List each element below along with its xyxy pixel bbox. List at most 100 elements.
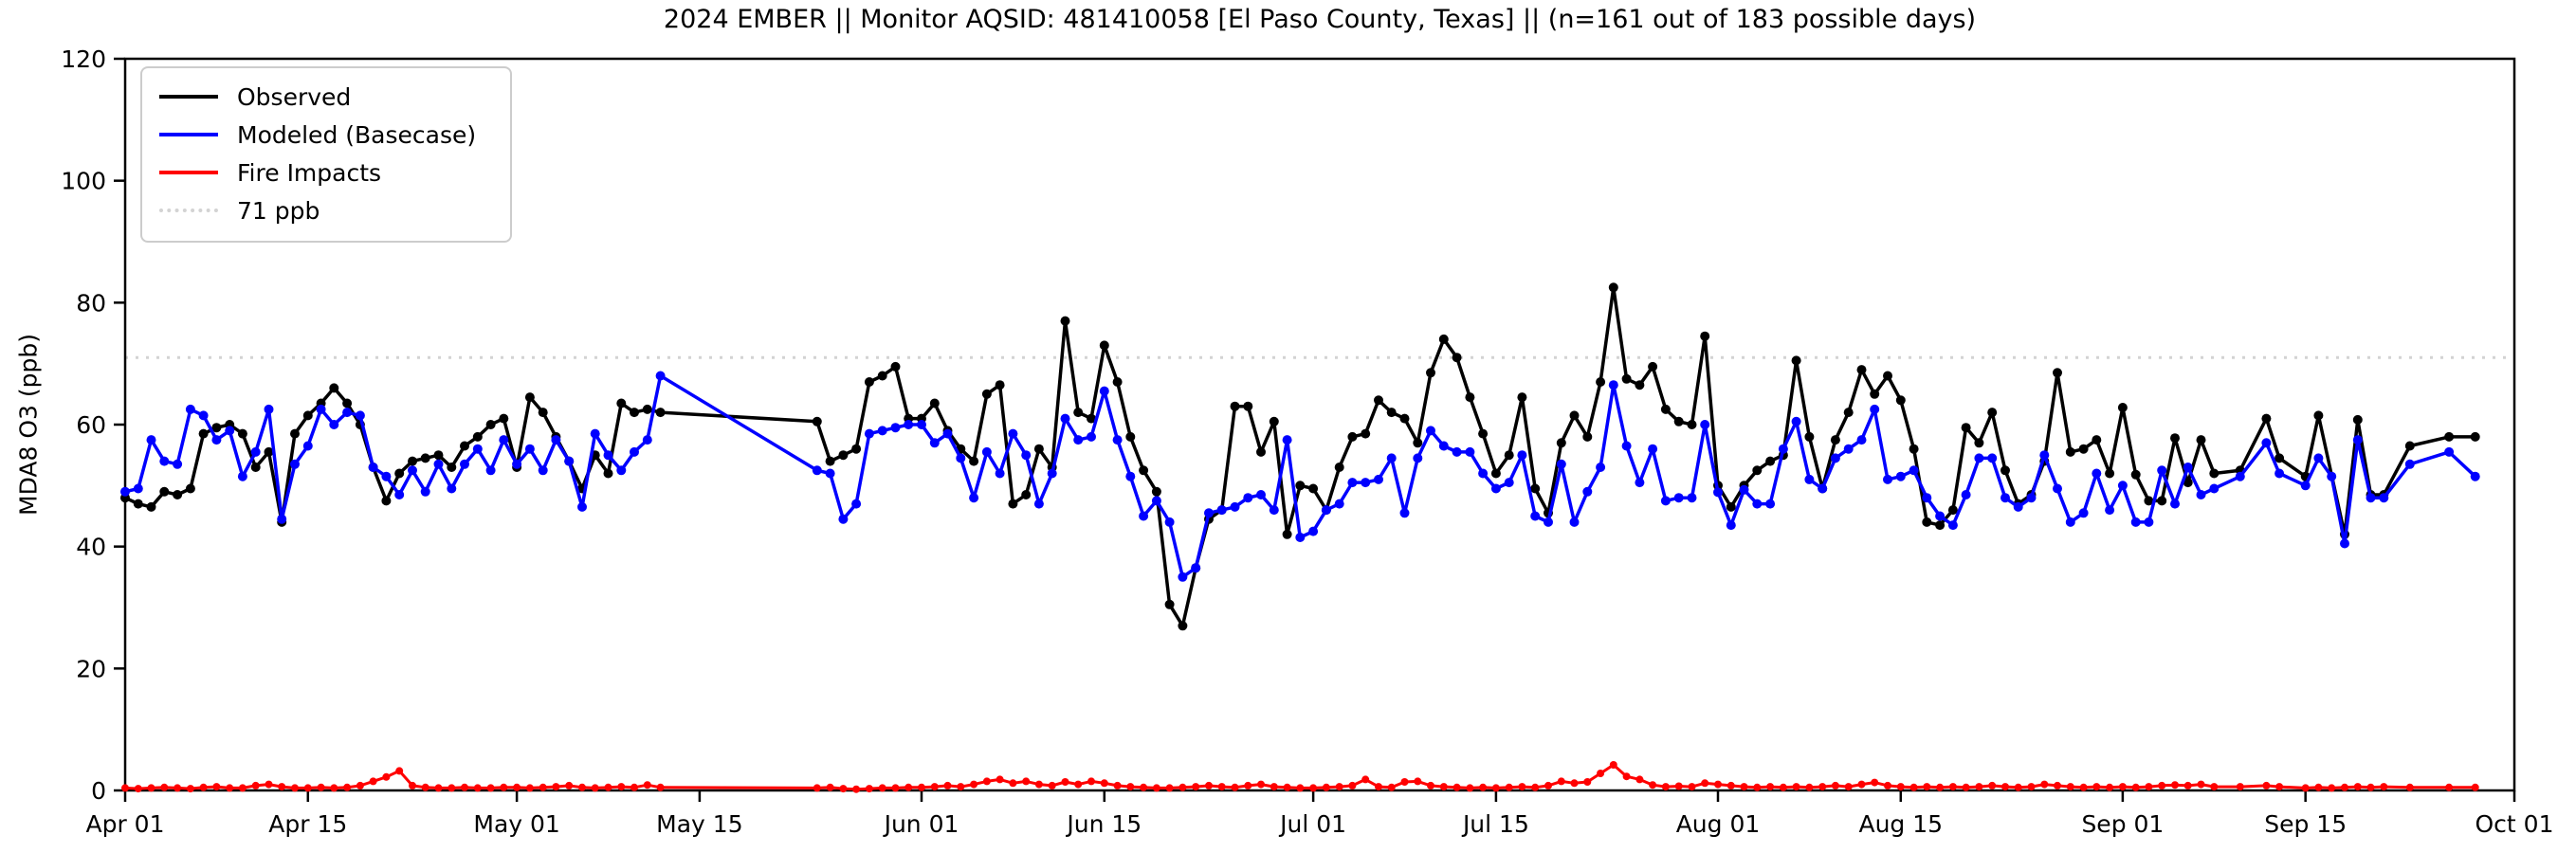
modeled-marker <box>2026 493 2037 503</box>
modeled-marker <box>381 471 392 481</box>
observed-marker <box>1478 428 1489 439</box>
observed-marker <box>1987 408 1998 418</box>
modeled-marker <box>1438 441 1449 451</box>
modeled-marker <box>1256 490 1266 499</box>
observed-marker <box>1648 361 1658 372</box>
fire-marker <box>1948 783 1957 791</box>
fire-marker <box>2236 783 2244 791</box>
fire-marker <box>369 777 377 786</box>
fire-marker <box>121 784 129 792</box>
fire-marker <box>1244 781 1252 789</box>
modeled-marker <box>1399 508 1410 518</box>
fire-marker <box>1152 784 1160 792</box>
modeled-marker <box>1569 517 1580 527</box>
modeled-marker <box>2053 483 2062 494</box>
modeled-marker <box>1922 493 1932 503</box>
observed-marker <box>1243 401 1253 411</box>
fire-marker <box>2131 783 2140 791</box>
fire-marker <box>2262 781 2271 789</box>
fire-marker <box>421 783 429 791</box>
fire-marker <box>1296 784 1305 792</box>
fire-marker <box>2145 783 2153 791</box>
observed-marker <box>1804 431 1815 442</box>
modeled-marker <box>1047 468 1057 479</box>
fire-marker <box>1597 770 1605 777</box>
fire-marker <box>643 781 651 789</box>
fire-marker <box>1779 783 1787 791</box>
fire-marker <box>2366 783 2375 791</box>
fire-marker <box>1753 783 1762 791</box>
modeled-marker <box>1687 493 1697 503</box>
observed-marker <box>1752 465 1763 476</box>
modeled-marker <box>551 435 561 445</box>
observed-marker <box>1687 420 1697 429</box>
fire-marker <box>212 783 221 791</box>
legend-label-observed: Observed <box>237 82 352 111</box>
modeled-marker <box>1843 444 1854 454</box>
fire-marker <box>1427 781 1434 789</box>
observed-marker <box>1530 483 1541 494</box>
observed-marker <box>1635 380 1645 390</box>
legend-item-observed: Observed <box>142 78 510 116</box>
modeled-marker <box>642 435 652 445</box>
observed-marker <box>929 398 940 408</box>
fire-marker <box>943 781 952 789</box>
modeled-marker <box>1139 511 1149 521</box>
modeled-marker <box>956 453 966 463</box>
observed-marker <box>2470 431 2480 442</box>
observed-marker <box>485 420 496 429</box>
modeled-marker <box>2261 438 2272 448</box>
y-tick-label: 20 <box>76 655 106 682</box>
fire-marker <box>539 783 547 791</box>
observed-marker <box>1791 355 1801 366</box>
observed-marker <box>1256 446 1266 457</box>
fire-marker <box>1283 783 1291 791</box>
modeled-marker <box>1112 435 1123 445</box>
fire-marker <box>1335 783 1343 791</box>
modeled-marker <box>485 465 496 476</box>
fire-marker <box>2210 783 2219 791</box>
modeled-marker <box>277 514 287 524</box>
modeled-marker <box>630 446 639 457</box>
fire-marker <box>2171 781 2179 789</box>
modeled-marker <box>472 444 483 454</box>
observed-marker <box>1856 365 1867 375</box>
modeled-marker <box>1935 511 1946 521</box>
modeled-marker <box>173 459 183 469</box>
modeled-marker <box>2092 468 2102 479</box>
y-tick-label: 100 <box>61 168 106 195</box>
fire-marker <box>839 785 848 793</box>
modeled-marker <box>394 490 405 499</box>
fire-marker <box>1178 783 1187 791</box>
observed-marker <box>1726 501 1736 512</box>
fire-marker <box>1165 784 1174 792</box>
fire-marker <box>303 784 312 792</box>
modeled-marker <box>1413 453 1423 463</box>
modeled-marker <box>1765 499 1776 509</box>
fire-marker <box>186 785 194 793</box>
observed-marker <box>2144 496 2154 506</box>
observed-marker <box>1909 444 1919 454</box>
fire-marker <box>996 775 1004 784</box>
observed-marker <box>2001 465 2010 476</box>
y-tick-label: 40 <box>76 534 106 561</box>
fire-marker <box>1635 775 1644 784</box>
fire-marker <box>1857 780 1866 789</box>
fire-marker <box>1205 781 1213 789</box>
observed-marker <box>408 456 417 466</box>
observed-marker <box>447 463 457 472</box>
fire-marker <box>865 785 873 793</box>
modeled-marker <box>1151 496 1161 506</box>
modeled-marker <box>133 483 143 494</box>
modeled-marker <box>1269 505 1279 516</box>
fire-marker <box>552 783 560 791</box>
fire-marker <box>1022 777 1031 786</box>
modeled-marker <box>981 446 992 457</box>
modeled-marker <box>1700 420 1710 429</box>
observed-marker <box>630 408 639 418</box>
modeled-marker <box>1478 468 1489 479</box>
fire-marker <box>1270 783 1278 791</box>
modeled-marker <box>1856 435 1867 445</box>
fire-marker <box>147 784 155 792</box>
